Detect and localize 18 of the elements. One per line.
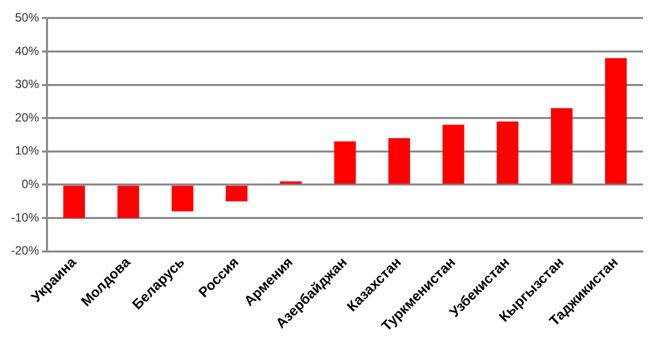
y-tick-label: 50%	[14, 10, 40, 25]
y-tick-label: 0%	[22, 177, 40, 192]
bar	[334, 141, 356, 184]
bar	[117, 186, 140, 218]
bar	[496, 121, 518, 184]
bar	[550, 108, 573, 184]
y-tick-label: 30%	[14, 77, 40, 92]
y-tick-label: -10%	[11, 210, 40, 224]
bar	[388, 138, 410, 184]
bar	[172, 186, 194, 212]
bar	[442, 124, 464, 184]
y-tick-label: -20%	[11, 244, 40, 258]
y-tick-label: 40%	[14, 44, 40, 58]
bar	[63, 186, 85, 218]
y-tick-label: 10%	[14, 144, 40, 158]
bar	[605, 58, 627, 184]
y-tick-label: 20%	[14, 110, 40, 124]
bar	[226, 186, 248, 202]
